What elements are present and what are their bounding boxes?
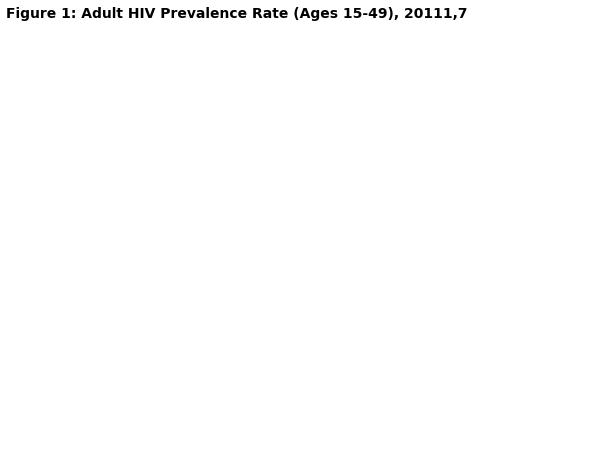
Text: Figure 1: Adult HIV Prevalence Rate (Ages 15-49), 20111,7: Figure 1: Adult HIV Prevalence Rate (Age… — [6, 7, 467, 21]
